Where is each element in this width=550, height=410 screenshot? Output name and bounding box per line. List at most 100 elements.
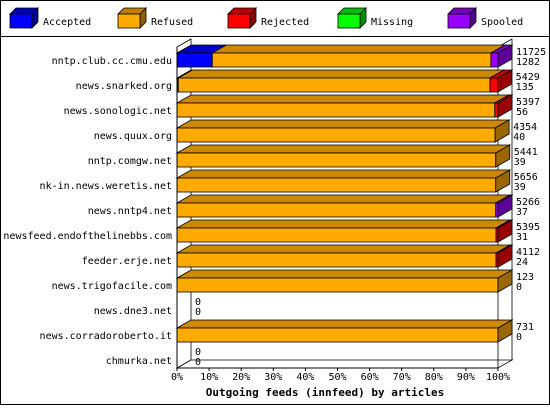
legend-item-spooled: Spooled [447,7,523,29]
data-label-secondary: 135 [516,82,534,93]
legend-item-missing: Missing [337,7,413,29]
data-label-total: 5397 [516,97,540,108]
data-label-total: 0 [195,297,201,308]
data-label-total: 123 [516,272,534,283]
legend-label-spooled: Spooled [481,17,523,28]
category-label: news.corradoroberto.it [40,331,172,342]
bar-segment-refused [176,227,497,243]
data-label-secondary: 39 [514,182,526,193]
bar-segment-refused [176,252,497,268]
bar-segment-refused [176,177,497,193]
bar-side [497,194,513,218]
bar-segment-top [175,319,514,329]
x-tick-label: 30% [264,372,282,383]
category-label: news.nntp4.net [88,206,172,217]
category-label: nntp.club.cc.cmu.edu [52,56,172,67]
bar-segment-refused [177,77,491,93]
bar-side [495,144,511,168]
legend-swatch-spooled [447,13,471,29]
bar-segment-top [175,119,511,129]
bar-row [175,44,514,68]
bar-row [175,144,512,168]
data-label-secondary: 24 [516,257,528,268]
legend-swatch-missing [337,13,361,29]
bar-segment-top [175,144,512,154]
x-tick-label: 70% [393,372,411,383]
data-label-total: 5441 [514,147,538,158]
x-tick-label: 80% [425,372,443,383]
data-label-total: 11725 [516,47,546,58]
bar-segment-refused [176,202,497,218]
data-label-secondary: 1282 [516,57,540,68]
legend-item-accepted: Accepted [9,7,91,29]
x-tick-label: 100% [486,372,510,383]
legend-swatch-rejected [227,13,251,29]
bar-side [494,119,510,143]
data-label-secondary: 0 [516,332,522,343]
bar-segment-refused [176,277,499,293]
bar-row [175,269,514,293]
data-label-secondary: 0 [195,307,201,318]
x-tick-label: 60% [361,372,379,383]
bar-segment-refused [176,127,496,143]
bars [175,44,514,343]
legend-swatch-refused [117,13,141,29]
bar-side [497,319,513,343]
legend-label-missing: Missing [371,17,413,28]
x-tick-label: 50% [328,372,346,383]
data-label-total: 5656 [514,172,538,183]
data-label-total: 0 [195,347,201,358]
bar-row [175,94,514,118]
data-label-secondary: 37 [516,207,528,218]
category-label: news.sonologic.net [64,106,172,117]
data-label-secondary: 31 [516,232,528,243]
data-label-secondary: 0 [516,282,522,293]
x-tick-label: 90% [457,372,475,383]
legend-label-accepted: Accepted [43,17,91,28]
x-tick-label: 40% [296,372,314,383]
bar-segment-top [175,219,512,229]
x-tick-label: 0% [171,372,183,383]
bar-row [175,219,514,243]
bar-segment-top [175,194,512,204]
category-label: news.quux.org [94,131,172,142]
bar-side [497,69,513,93]
bar-segment-accepted [176,52,213,68]
bar-side [497,44,513,68]
legend: Accepted Refused Rejected Missing Spooled [9,7,523,29]
data-label-total: 4354 [513,122,537,133]
category-label: news.snarked.org [76,81,172,92]
bar-segment-top [175,94,511,104]
floor [175,359,514,369]
bar-side [495,169,511,193]
data-label-secondary: 56 [516,107,528,118]
bar-segment-refused [211,52,492,68]
bar-segment-rejected [494,102,499,118]
bar-segment-refused [176,102,496,118]
bar-segment-top [210,44,507,54]
data-label-total: 5429 [516,72,540,83]
data-label-secondary: 40 [513,132,525,143]
bar-side [497,244,513,268]
bar-segment-top [175,169,512,179]
data-label-secondary: 0 [195,357,201,368]
bar-segment-refused [176,327,499,343]
bar-segment-rejected [489,77,499,93]
axes: 0% 10% 20% 30% 40% 50% 60% 70% 80% 90% 100% [171,47,510,383]
legend-swatch-accepted [9,13,33,29]
bar-segment-top [175,269,514,279]
bar-side [497,94,513,118]
data-label-total: 5395 [516,222,540,233]
bar-side [497,219,513,243]
bar-segment-spooled [490,52,499,68]
bar-row [175,69,514,93]
legend-item-refused: Refused [117,7,193,29]
x-tick-label: 20% [232,372,250,383]
x-tick-label: 10% [200,372,218,383]
category-label: feeder.erje.net [82,256,172,267]
data-label-total: 4112 [516,247,540,258]
category-label: chmurka.net [106,356,172,367]
